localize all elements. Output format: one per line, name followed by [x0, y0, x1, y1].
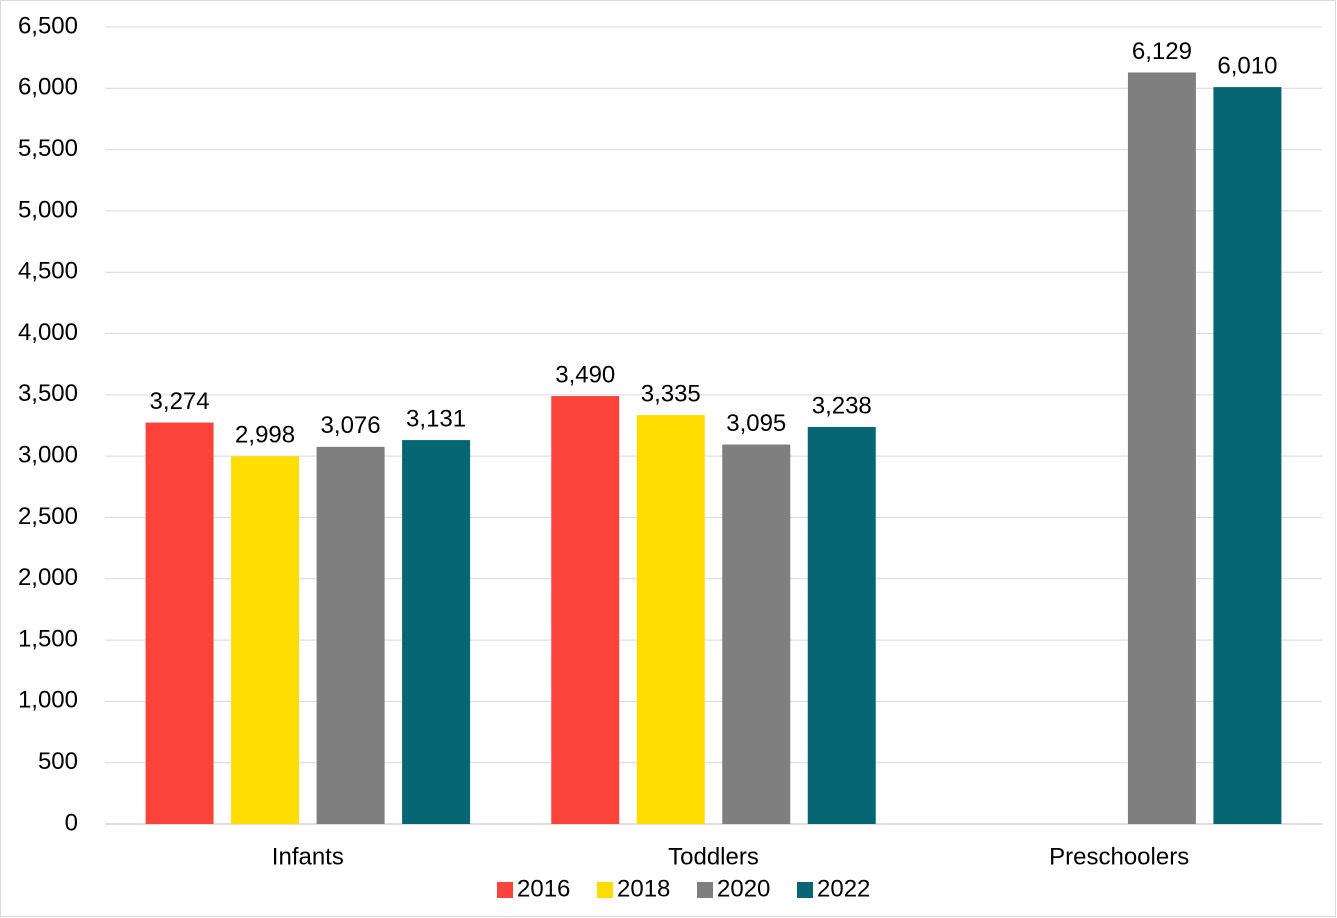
bar: [551, 396, 620, 824]
data-label: 3,274: [150, 388, 210, 415]
bar: [145, 422, 214, 824]
x-tick-label: Preschoolers: [1049, 843, 1189, 870]
bar: [722, 444, 791, 824]
y-tick-label: 1,500: [18, 625, 78, 652]
data-label: 3,490: [555, 361, 615, 388]
bar: [231, 456, 300, 824]
y-tick-label: 5,000: [18, 196, 78, 223]
data-label: 3,335: [641, 380, 701, 407]
data-label: 3,076: [321, 412, 381, 439]
data-label: 6,010: [1217, 52, 1277, 79]
legend-label: 2018: [617, 875, 670, 902]
y-tick-label: 5,500: [18, 135, 78, 162]
y-tick-label: 3,500: [18, 380, 78, 407]
data-label: 6,129: [1132, 38, 1192, 65]
x-tick-label: Infants: [272, 843, 344, 870]
legend-swatch: [597, 882, 613, 898]
bar: [316, 446, 385, 824]
data-label: 2,998: [235, 422, 295, 449]
legend-label: 2016: [517, 875, 570, 902]
y-tick-label: 4,000: [18, 319, 78, 346]
bar: [636, 415, 705, 824]
y-tick-label: 1,000: [18, 687, 78, 714]
bar: [807, 426, 876, 824]
y-tick-label: 0: [65, 809, 78, 836]
legend-label: 2022: [817, 875, 870, 902]
y-tick-label: 6,500: [18, 12, 78, 39]
y-tick-label: 2,000: [18, 564, 78, 591]
bar: [1127, 72, 1196, 825]
legend-swatch: [697, 882, 713, 898]
data-label: 3,095: [726, 410, 786, 437]
legend-swatch: [797, 882, 813, 898]
y-tick-label: 6,000: [18, 74, 78, 101]
legend-label: 2020: [717, 875, 770, 902]
bar: [1213, 87, 1282, 824]
y-tick-label: 2,500: [18, 503, 78, 530]
y-tick-label: 3,000: [18, 441, 78, 468]
x-tick-label: Toddlers: [668, 843, 759, 870]
y-tick-label: 500: [38, 748, 78, 775]
legend-swatch: [497, 882, 513, 898]
y-tick-label: 4,500: [18, 258, 78, 285]
data-label: 3,238: [812, 392, 872, 419]
bar: [402, 440, 471, 824]
data-label: 3,131: [406, 405, 466, 432]
